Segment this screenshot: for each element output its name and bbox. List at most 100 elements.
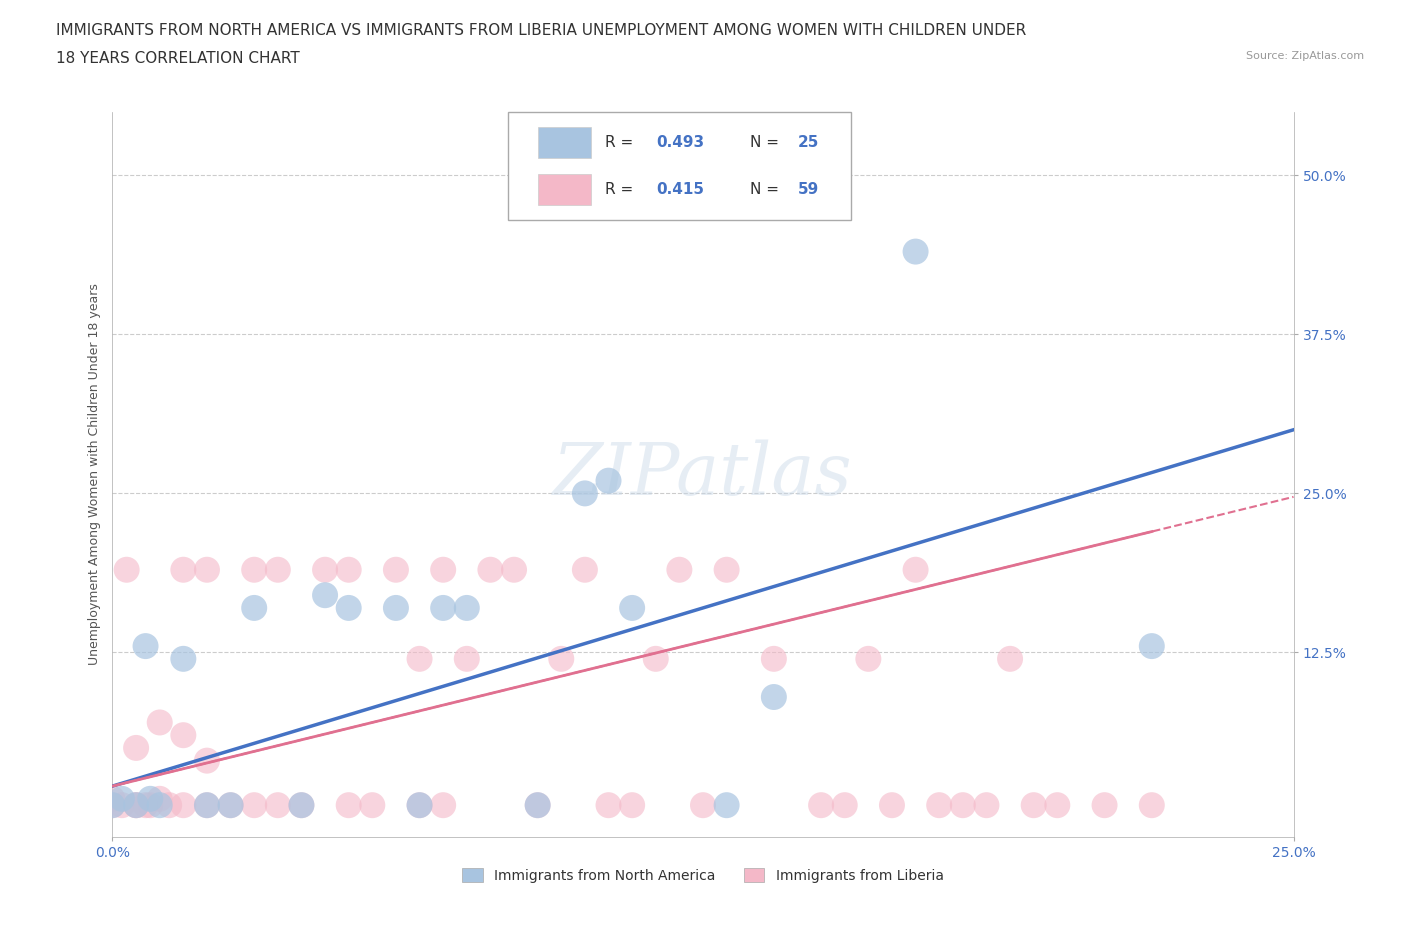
FancyBboxPatch shape [537,174,591,205]
Point [1140,798,1163,813]
Point [337,601,360,616]
Point [172,798,194,813]
Point [337,563,360,578]
Legend: Immigrants from North America, Immigrants from Liberia: Immigrants from North America, Immigrant… [457,862,949,888]
Point [621,798,644,813]
Point [598,798,620,813]
Point [526,798,548,813]
Point [456,601,478,616]
Point [574,486,596,501]
Point [858,651,880,666]
Y-axis label: Unemployment Among Women with Children Under 18 years: Unemployment Among Women with Children U… [89,284,101,665]
Point [149,715,172,730]
Point [574,563,596,578]
Point [290,798,312,813]
Point [668,563,690,578]
Point [976,798,998,813]
Point [157,798,180,813]
Point [135,639,157,654]
Point [692,798,714,813]
Point [385,601,408,616]
Point [456,651,478,666]
Point [598,473,620,488]
Text: 18 YEARS CORRELATION CHART: 18 YEARS CORRELATION CHART [56,51,299,66]
Point [125,798,148,813]
Point [880,798,903,813]
Point [550,651,572,666]
Point [337,798,360,813]
Point [195,753,218,768]
Point [314,588,336,603]
Point [267,798,290,813]
Point [621,601,644,616]
Point [503,563,526,578]
Point [1022,798,1045,813]
Text: IMMIGRANTS FROM NORTH AMERICA VS IMMIGRANTS FROM LIBERIA UNEMPLOYMENT AMONG WOME: IMMIGRANTS FROM NORTH AMERICA VS IMMIGRA… [56,23,1026,38]
Point [172,651,194,666]
FancyBboxPatch shape [508,112,851,220]
Point [810,798,832,813]
Point [762,651,785,666]
Point [172,563,194,578]
Text: R =: R = [605,135,638,150]
Point [385,563,408,578]
Point [195,798,218,813]
Point [101,798,124,813]
Point [928,798,950,813]
Point [716,563,738,578]
Point [219,798,242,813]
Point [195,798,218,813]
Point [1046,798,1069,813]
Point [1094,798,1116,813]
Point [101,791,124,806]
Point [111,791,134,806]
Point [998,651,1021,666]
Point [314,563,336,578]
Point [125,798,148,813]
Point [149,791,172,806]
Point [125,798,148,813]
Point [408,798,430,813]
Point [243,601,266,616]
Text: 59: 59 [797,182,818,197]
Text: Source: ZipAtlas.com: Source: ZipAtlas.com [1246,51,1364,61]
FancyBboxPatch shape [537,127,591,158]
Point [834,798,856,813]
Point [115,563,138,578]
Point [762,689,785,704]
Point [716,798,738,813]
Text: N =: N = [751,182,785,197]
Text: N =: N = [751,135,785,150]
Point [432,563,454,578]
Point [952,798,974,813]
Point [139,791,162,806]
Point [904,563,927,578]
Point [904,245,927,259]
Point [149,798,172,813]
Point [139,798,162,813]
Point [219,798,242,813]
Point [101,798,124,813]
Point [408,651,430,666]
Point [479,563,502,578]
Point [526,798,548,813]
Point [111,798,134,813]
Text: ZIPatlas: ZIPatlas [553,439,853,510]
Point [1140,639,1163,654]
Text: R =: R = [605,182,638,197]
Point [432,601,454,616]
Text: 25: 25 [797,135,818,150]
Point [408,798,430,813]
Text: 0.415: 0.415 [655,182,704,197]
Point [125,740,148,755]
Point [243,798,266,813]
Point [267,563,290,578]
Point [644,651,666,666]
Point [135,798,157,813]
Point [172,728,194,743]
Point [195,563,218,578]
Point [243,563,266,578]
Text: 0.493: 0.493 [655,135,704,150]
Point [290,798,312,813]
Point [361,798,384,813]
